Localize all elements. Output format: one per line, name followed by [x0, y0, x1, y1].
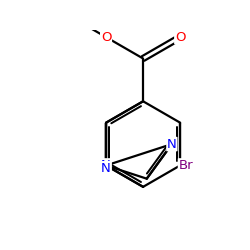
Text: O: O	[175, 31, 186, 44]
Text: N: N	[101, 162, 111, 175]
Text: Br: Br	[178, 159, 193, 172]
Text: O: O	[101, 31, 111, 44]
Text: N: N	[167, 138, 177, 150]
Text: N: N	[101, 159, 111, 172]
